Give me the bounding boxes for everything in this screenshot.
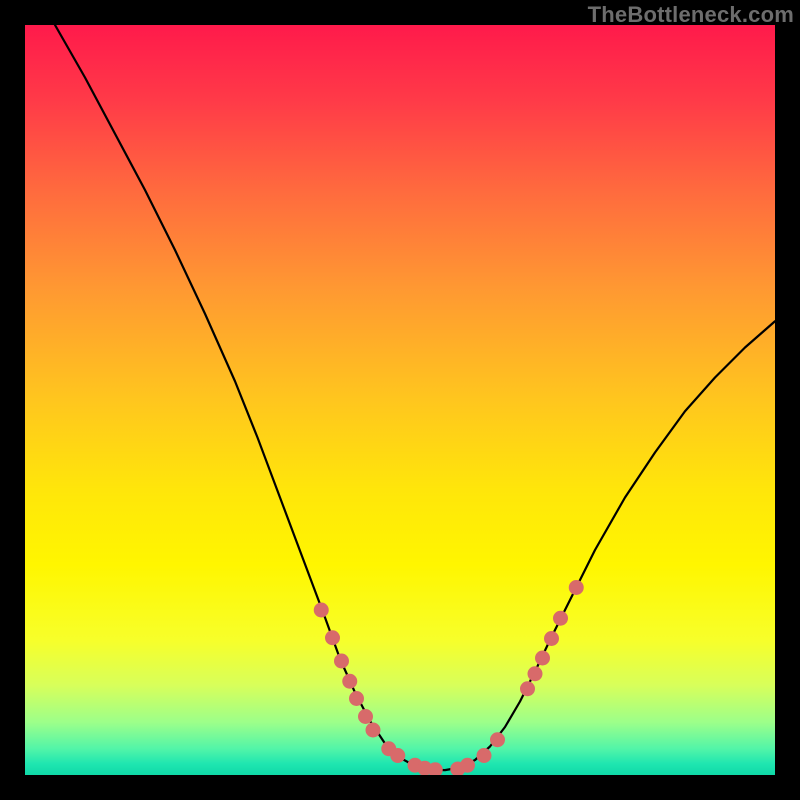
marker-point: [535, 651, 550, 666]
plot-area: [25, 25, 775, 775]
marker-point: [520, 681, 535, 696]
marker-point: [490, 732, 505, 747]
marker-point: [569, 580, 584, 595]
gradient-background: [25, 25, 775, 775]
marker-point: [325, 630, 340, 645]
marker-point: [349, 691, 364, 706]
marker-point: [390, 748, 405, 763]
marker-point: [334, 654, 349, 669]
marker-point: [477, 748, 492, 763]
marker-point: [314, 603, 329, 618]
marker-point: [342, 674, 357, 689]
marker-point: [553, 611, 568, 626]
marker-point: [358, 709, 373, 724]
marker-point: [366, 723, 381, 738]
plot-svg: [25, 25, 775, 775]
marker-point: [528, 666, 543, 681]
marker-point: [544, 631, 559, 646]
watermark-text: TheBottleneck.com: [588, 2, 794, 28]
chart-container: TheBottleneck.com: [0, 0, 800, 800]
marker-point: [460, 758, 475, 773]
